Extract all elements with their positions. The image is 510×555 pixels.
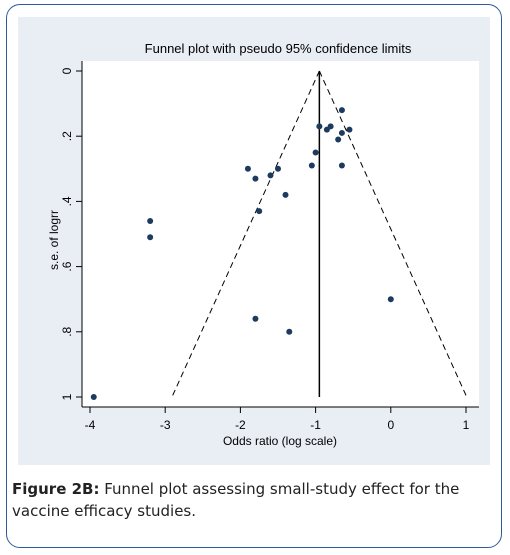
x-tick-label: -2 [235,418,246,432]
x-axis-ticks: -4 -3 -2 -1 0 1 [85,407,470,432]
data-point [387,296,394,303]
data-point [338,162,345,169]
y-axis-ticks: 0 .2 .4 .6 .8 1 [60,67,82,400]
data-point [147,217,154,224]
data-point [244,165,251,172]
x-tick-label: -1 [310,418,321,432]
data-point [338,129,345,136]
y-tick-label: 1 [60,393,74,400]
data-point [256,208,263,215]
y-tick-label: .6 [60,261,74,271]
data-point [338,107,345,114]
chart-title: Funnel plot with pseudo 95% confidence l… [145,41,412,56]
data-points [90,107,394,400]
y-tick-label: .4 [60,196,74,206]
figure-caption: Figure 2B: Funnel plot assessing small-s… [12,478,482,522]
data-point [252,175,259,182]
caption-text: Funnel plot assessing small-study effect… [12,480,460,520]
y-tick-label: .2 [60,131,74,141]
data-point [147,234,154,241]
data-point [316,123,323,130]
data-point [282,191,289,198]
y-tick-label: 0 [60,67,74,74]
caption-label: Figure 2B: [12,480,100,498]
data-point [275,165,281,172]
data-point [327,123,334,130]
data-point [335,136,342,143]
data-point [346,126,353,133]
y-axis-label: s.e. of logrr [47,210,61,270]
data-point [308,162,315,169]
data-point [90,394,97,400]
x-axis-label: Odds ratio (log scale) [223,434,337,448]
plot-area [82,61,479,407]
data-point [312,149,319,156]
x-tick-label: -4 [85,418,96,432]
x-tick-label: 0 [387,418,394,432]
data-point [267,172,274,179]
y-tick-label: .8 [60,326,74,336]
data-point [286,328,293,335]
data-point [252,315,259,322]
x-tick-label: -3 [160,418,171,432]
x-tick-label: 1 [463,418,470,432]
